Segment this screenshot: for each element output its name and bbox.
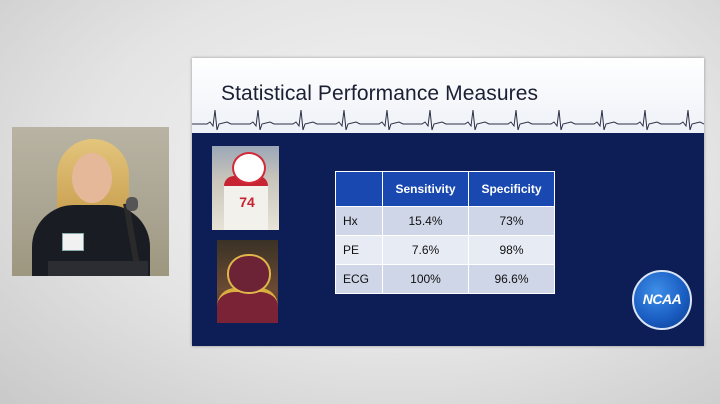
ncaa-logo-text: NCAA bbox=[642, 291, 682, 307]
sensitivity-cell: 100% bbox=[382, 264, 469, 294]
sensitivity-cell: 15.4% bbox=[382, 206, 469, 236]
row-label: PE bbox=[335, 235, 383, 265]
table-row: PE 7.6% 98% bbox=[335, 235, 556, 265]
slide-header: Statistical Performance Measures bbox=[192, 58, 704, 133]
table-header-row: Sensitivity Specificity bbox=[335, 171, 556, 207]
football-player-photo-2 bbox=[217, 240, 278, 323]
presentation-slide: Statistical Performance Measures 74 Sens… bbox=[192, 58, 704, 346]
specificity-cell: 73% bbox=[467, 206, 556, 236]
sensitivity-cell: 7.6% bbox=[382, 235, 469, 265]
table-row: ECG 100% 96.6% bbox=[335, 264, 556, 294]
speaker-badge bbox=[62, 233, 84, 251]
speaker-video bbox=[12, 127, 169, 276]
specificity-cell: 98% bbox=[467, 235, 556, 265]
football-player-photo-1: 74 bbox=[212, 146, 279, 230]
ncaa-logo-icon: NCAA bbox=[632, 270, 692, 330]
jersey-number: 74 bbox=[239, 194, 255, 210]
specificity-cell: 96.6% bbox=[467, 264, 556, 294]
measures-table: Sensitivity Specificity Hx 15.4% 73% PE … bbox=[335, 171, 556, 294]
helmet bbox=[232, 152, 266, 184]
slide-title: Statistical Performance Measures bbox=[221, 82, 539, 105]
ekg-line-icon bbox=[192, 109, 704, 131]
speaker-face bbox=[72, 153, 112, 203]
microphone-head bbox=[126, 197, 138, 211]
table-header-cell: Specificity bbox=[467, 171, 556, 207]
row-label: ECG bbox=[335, 264, 383, 294]
table-row: Hx 15.4% 73% bbox=[335, 206, 556, 236]
helmet bbox=[227, 254, 271, 294]
row-label: Hx bbox=[335, 206, 383, 236]
podium bbox=[48, 261, 148, 276]
table-header-cell bbox=[335, 171, 383, 207]
table-header-cell: Sensitivity bbox=[382, 171, 469, 207]
